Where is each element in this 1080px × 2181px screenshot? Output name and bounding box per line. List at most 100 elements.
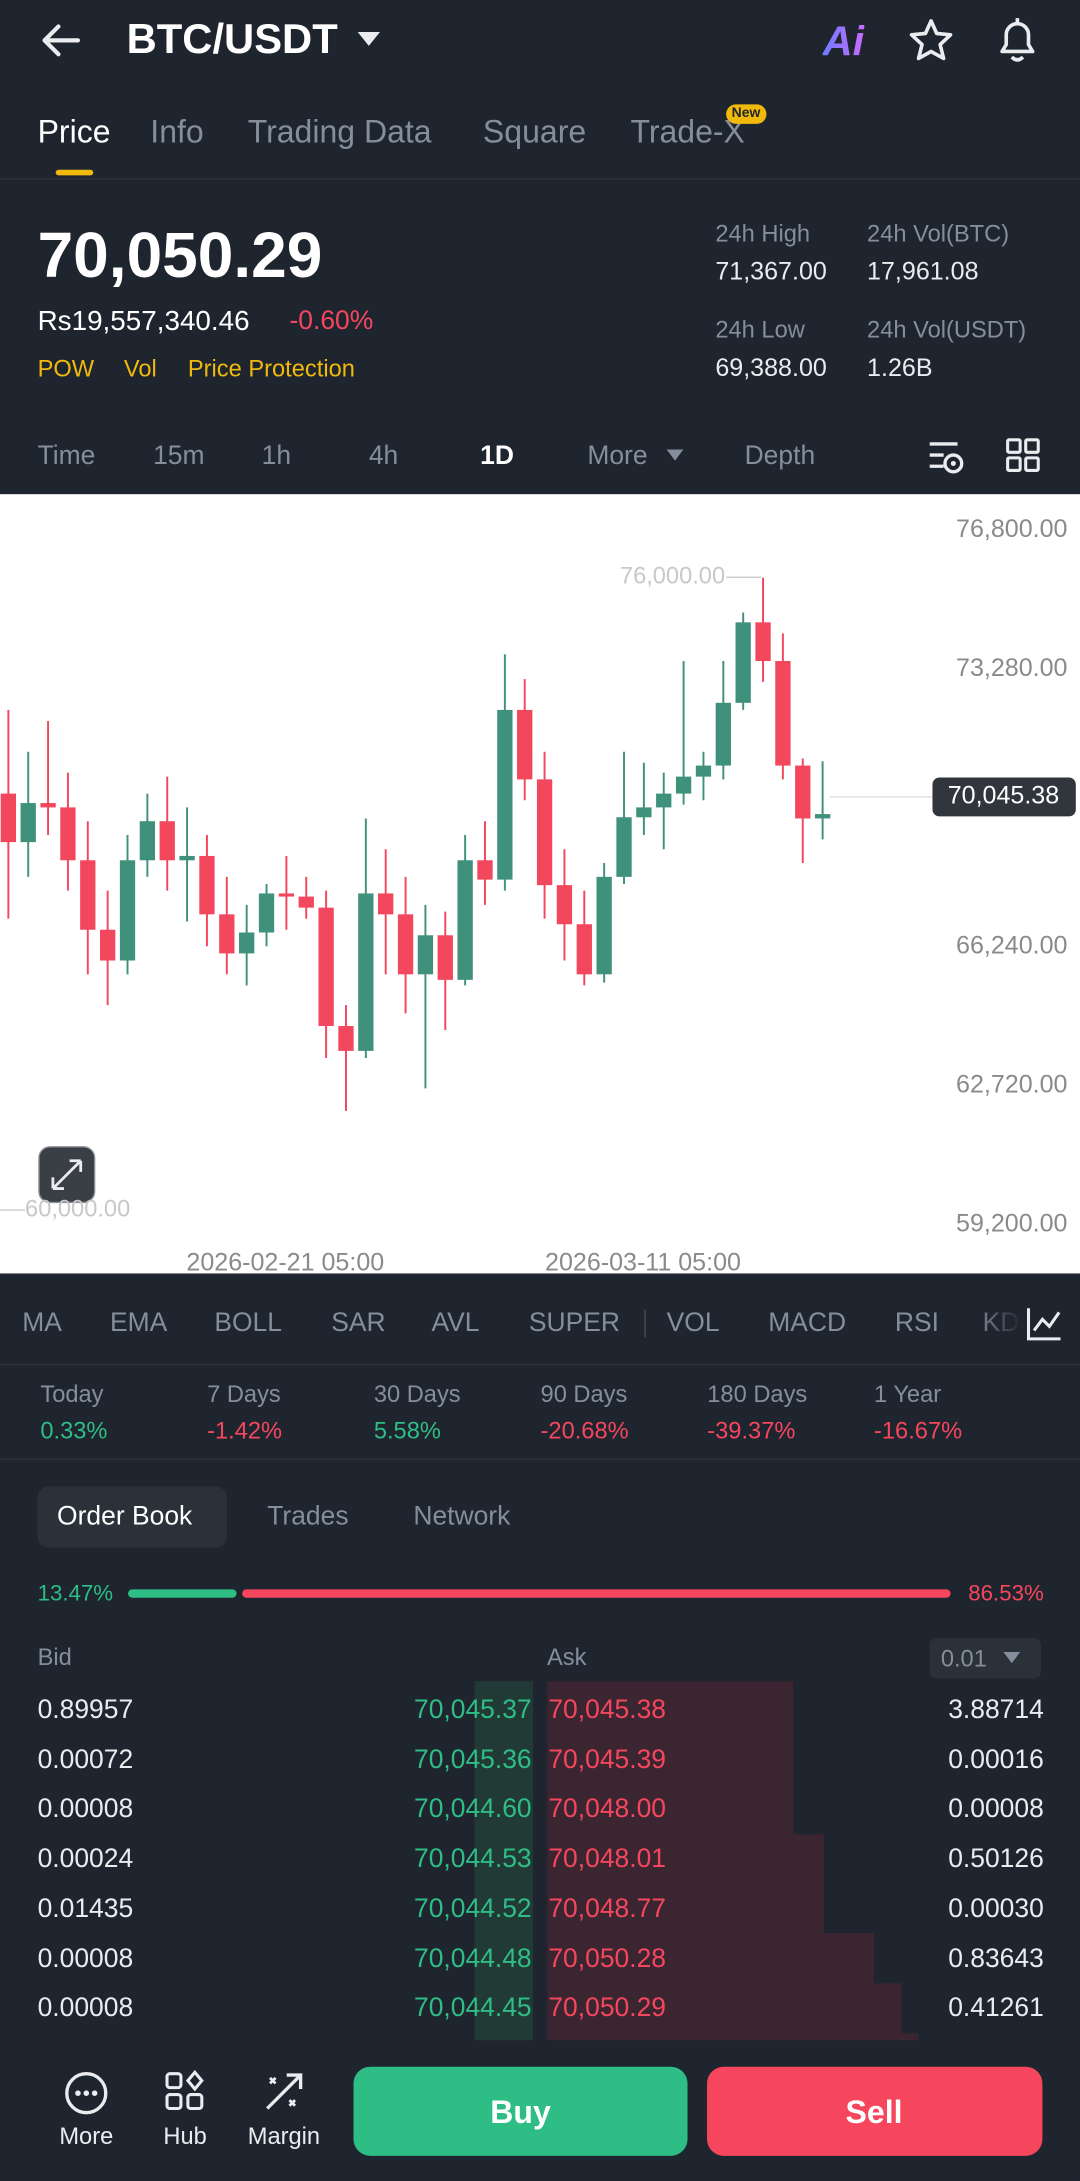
pair-title[interactable]: BTC/USDT [126,16,338,63]
y-tick-label: 62,720.00 [956,1071,1067,1099]
candle-body [338,1026,354,1051]
separator [644,1309,646,1338]
indicator[interactable]: BOLL [214,1308,282,1339]
ask-header: Ask [546,1644,587,1671]
candle-body [378,893,394,915]
indicator-settings-button[interactable] [1024,1304,1063,1343]
chart-settings-button[interactable] [927,437,966,476]
x-tick-label: 2026-02-21 05:00 [186,1248,384,1273]
indicator[interactable]: MACD [768,1308,847,1339]
indicator[interactable]: VOL [666,1308,720,1339]
ai-button[interactable]: Ai [822,19,865,66]
divider [0,178,1080,180]
bid-ratio-bar [128,1589,237,1598]
bid-price: 70,044.45 [414,1993,532,2024]
candle-body [477,860,493,880]
back-button[interactable] [39,19,84,61]
last-price: 70,050.29 [37,218,323,291]
stat-value: 69,388.00 [715,353,827,382]
y-tick-label: 66,240.00 [956,932,1067,960]
indicator[interactable]: AVL [431,1308,480,1339]
layout-button[interactable] [1005,437,1041,473]
candle-body [80,860,96,930]
fiat-price: Rs19,557,340.46 [37,306,250,337]
ask-qty: 0.00008 [948,1795,1044,1825]
interval[interactable]: More [587,441,648,472]
tab[interactable]: Square [482,113,587,150]
sell-button[interactable] [707,2066,1043,2156]
stat-label: 24h Vol(BTC) [867,220,1010,248]
candle-body [775,660,791,766]
interval[interactable]: 1D [480,441,514,472]
ask-price: 70,050.29 [548,1993,666,2024]
interval[interactable]: 1h [261,441,292,472]
candle-body [517,709,533,780]
order-book-tab[interactable]: Trades [267,1502,349,1532]
tab[interactable]: Info [150,113,204,150]
order-book-tab[interactable]: Network [413,1502,511,1532]
buy-label[interactable]: Buy [490,2093,551,2131]
indicator[interactable]: EMA [109,1308,168,1339]
bid-qty: 0.00008 [37,1944,134,1974]
nav-label[interactable]: More [59,2123,114,2150]
ask-price: 70,045.39 [548,1745,666,1775]
precision-box[interactable] [929,1638,1042,1679]
candle-body [40,803,56,808]
order-book-tab[interactable]: Order Book [57,1502,193,1532]
sell-label[interactable]: Sell [845,2093,903,2131]
tab[interactable]: Trading Data [247,113,432,150]
nav-label[interactable]: Hub [163,2123,207,2150]
margin-icon[interactable] [262,2070,307,2115]
indicator[interactable]: SUPER [528,1308,620,1339]
ask-ratio-bar [241,1589,951,1598]
period-change: -1.42% [207,1417,283,1444]
bid-price: 70,044.52 [414,1894,532,1924]
ask-qty: 3.88714 [948,1695,1044,1726]
more-arrow [666,449,684,461]
more-icon[interactable] [63,2070,110,2117]
ask-qty: 0.00016 [948,1745,1044,1775]
interval[interactable]: 4h [368,441,399,472]
candle-body [636,807,652,818]
candle-body [437,935,453,980]
ask-ratio: 86.53% [968,1582,1044,1607]
ask-qty: 0.00030 [948,1894,1044,1924]
tab-indicator [55,169,94,176]
tag[interactable]: POW [37,355,95,383]
indicator[interactable]: RSI [894,1308,939,1339]
pair-dropdown[interactable] [356,31,381,48]
candle-body [715,702,731,766]
stat-value: 1.26B [867,353,933,382]
precision[interactable]: 0.01 [940,1645,987,1673]
interval[interactable]: Depth [744,441,816,472]
hub-icon[interactable] [163,2069,208,2115]
ask-qty: 0.41261 [948,1993,1044,2024]
tag[interactable]: Price Protection [187,355,355,383]
favorite-button[interactable] [907,17,954,62]
period-label: 30 Days [373,1381,461,1408]
ask-price: 70,050.28 [548,1944,666,1974]
interval[interactable]: Time [37,441,96,472]
tag[interactable]: Vol [123,355,157,383]
candle-body [497,709,513,880]
tab[interactable]: Trade-X [630,113,745,150]
nav-label[interactable]: Margin [247,2123,321,2150]
buy-button[interactable] [353,2066,688,2156]
indicator[interactable]: MA [22,1308,62,1339]
notification-button[interactable] [994,14,1041,64]
candle-body [814,814,831,819]
ask-qty: 0.50126 [948,1844,1044,1875]
candle-body [695,765,712,777]
candle-body [755,622,771,661]
interval[interactable]: 15m [153,441,205,472]
tab[interactable]: Price [37,113,111,150]
bid-qty: 0.00024 [37,1844,134,1875]
candle-body [596,876,612,975]
new-badge: New [726,104,766,124]
candle-body [675,776,692,794]
price-chart: 76,800.00 73,280.00 66,240.00 62,720.00 59,2… [0,494,1080,1274]
x-tick-label: 2026-03-11 05:00 [545,1248,741,1273]
period-label: 1 Year [874,1381,942,1408]
indicator[interactable]: SAR [331,1308,386,1339]
bid-price: 70,044.53 [414,1844,532,1875]
